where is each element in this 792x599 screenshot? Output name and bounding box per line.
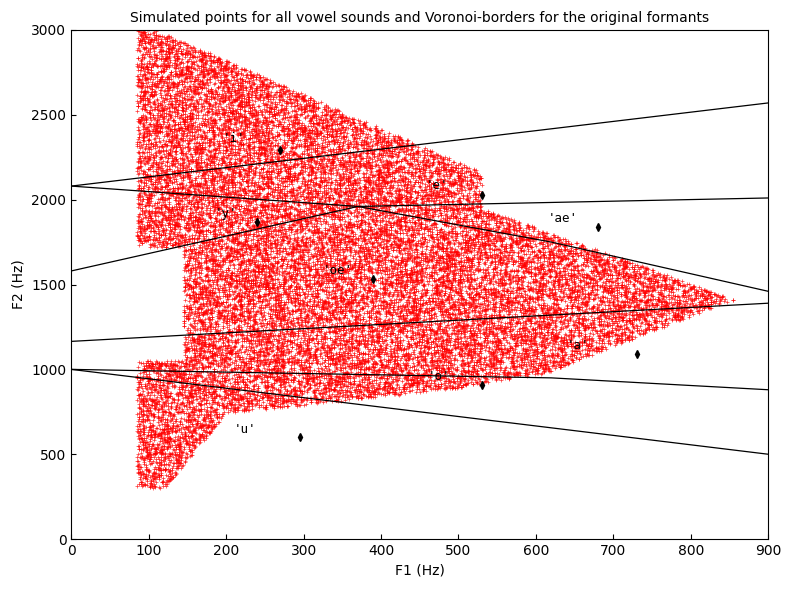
Text: 'ae': 'ae' xyxy=(547,211,577,225)
Text: 'u': 'u' xyxy=(234,423,257,436)
Text: 'a': 'a' xyxy=(567,339,589,352)
Y-axis label: F2 (Hz): F2 (Hz) xyxy=(12,259,25,310)
Text: 'o': 'o' xyxy=(428,370,450,383)
Text: 'i': 'i' xyxy=(223,132,245,145)
Text: 'y': 'y' xyxy=(215,207,237,220)
Text: 'e': 'e' xyxy=(426,179,448,192)
Title: Simulated points for all vowel sounds and Voronoi-borders for the original forma: Simulated points for all vowel sounds an… xyxy=(130,11,710,25)
Text: 'oe': 'oe' xyxy=(323,264,353,277)
X-axis label: F1 (Hz): F1 (Hz) xyxy=(395,564,444,577)
